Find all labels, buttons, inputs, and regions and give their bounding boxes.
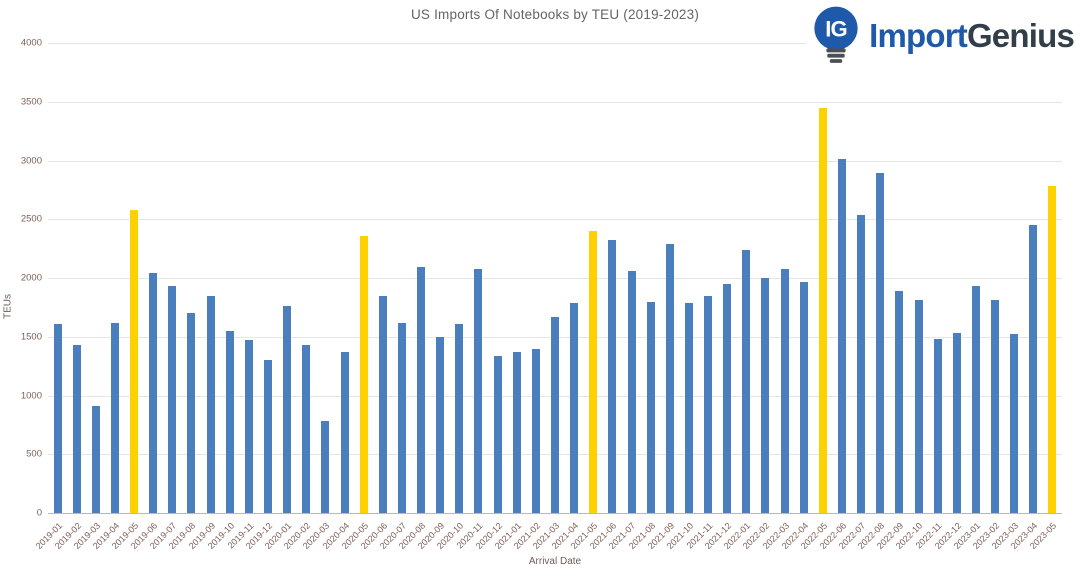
bar-2020-02	[302, 344, 311, 513]
y-tick-label-500: 500	[26, 448, 42, 460]
y-tick-label-0: 0	[36, 507, 42, 519]
bar-2019-05	[130, 209, 139, 513]
y-tick-label-3500: 3500	[20, 96, 42, 107]
bar-2019-02	[72, 344, 81, 513]
x-axis-title: Arrival Date	[528, 556, 582, 567]
bar-2022-11	[933, 339, 942, 513]
bar-2022-04	[799, 281, 808, 513]
gridline-2000	[48, 278, 1062, 279]
bar-2021-03	[551, 316, 559, 513]
logo-text-genius: Genius	[966, 16, 1075, 54]
bar-2022-10	[914, 300, 923, 513]
bar-2021-04	[570, 302, 579, 513]
bar-2020-01	[283, 306, 292, 513]
y-axis-title: TEUs	[2, 294, 14, 319]
bar-2021-11	[704, 295, 713, 513]
bar-2021-09	[665, 243, 674, 513]
bar-2022-08	[876, 173, 885, 513]
gridline-4000	[48, 43, 1062, 44]
bar-2022-07	[857, 214, 866, 513]
y-tick-label-1000: 1000	[20, 389, 42, 401]
bar-2023-01	[971, 286, 980, 513]
bar-2021-12	[723, 283, 732, 513]
bar-2021-01	[512, 352, 521, 513]
bar-2020-03	[321, 421, 330, 513]
gridline-3000	[48, 160, 1062, 162]
bar-2020-04	[340, 352, 349, 513]
y-tick-label-1500: 1500	[20, 331, 42, 342]
bar-2019-12	[264, 360, 273, 513]
bar-2019-07	[168, 286, 177, 513]
bar-2023-05	[1048, 186, 1057, 513]
y-tick-label-2500: 2500	[20, 213, 42, 225]
bar-2020-07	[397, 322, 406, 513]
bar-2021-10	[684, 302, 693, 513]
importgenius-logo: IG ImportGenius	[806, 4, 1078, 66]
bar-2023-04	[1029, 225, 1038, 513]
bar-2019-08	[187, 313, 196, 513]
bar-2021-08	[646, 301, 655, 513]
bar-2022-03	[780, 268, 789, 513]
bar-2020-11	[474, 268, 483, 513]
plot-area: 0 500 1000 1500 2000 2500 3000 3500 4000 2019-01 2…	[21, 38, 1062, 551]
gridline-3500	[48, 101, 1062, 103]
bar-2021-02	[531, 348, 540, 513]
bar-2021-07	[627, 270, 636, 513]
bar-2021-06	[608, 240, 617, 513]
bar-2022-05	[818, 107, 827, 513]
gridline-2500	[48, 219, 1062, 221]
bar-2020-12	[493, 355, 502, 513]
bar-2019-11	[244, 340, 253, 513]
logo-text: ImportGenius	[869, 16, 1075, 54]
bar-2020-09	[436, 336, 445, 513]
y-tick-label-4000: 4000	[20, 37, 42, 49]
bar-2023-03	[1010, 334, 1019, 513]
bar-2019-01	[53, 323, 62, 513]
logo-text-import: Import	[869, 16, 968, 54]
bar-2022-12	[952, 333, 961, 513]
bar-2022-09	[895, 290, 904, 513]
y-tick-label-2000: 2000	[20, 272, 42, 284]
bar-2019-03	[91, 406, 100, 513]
bar-2019-09	[206, 295, 215, 513]
lightbulb-ig-icon: IG	[814, 6, 858, 63]
chart-title: US Imports Of Notebooks by TEU (2019-202…	[410, 7, 700, 22]
bar-2020-05	[359, 235, 368, 513]
bar-2019-06	[149, 273, 158, 513]
bar-2019-04	[110, 322, 119, 513]
bar-2020-08	[417, 267, 426, 513]
bar-2019-10	[225, 330, 234, 513]
y-tick-label-3000: 3000	[20, 154, 42, 166]
bar-2021-05	[589, 231, 598, 513]
bar-2022-06	[837, 159, 846, 513]
bar-2022-01	[742, 249, 751, 513]
bar-2023-02	[991, 300, 1000, 513]
bar-2022-02	[761, 278, 770, 513]
svg-text:IG: IG	[825, 16, 846, 41]
bar-2020-10	[455, 323, 464, 513]
bar-2020-06	[378, 295, 387, 513]
